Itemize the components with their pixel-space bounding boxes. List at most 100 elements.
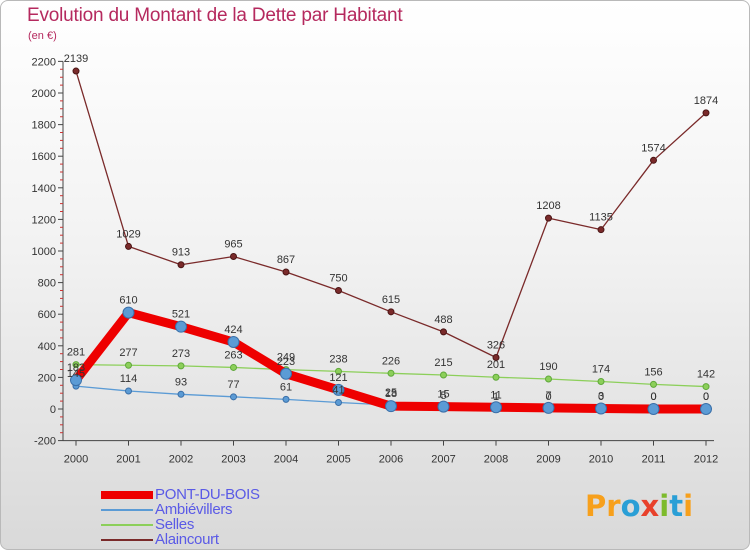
y-tick-label: 1200 [32,214,56,226]
x-tick-label: 2000 [64,454,88,466]
legend-label: Ambiévillers [155,501,233,518]
y-tick-label: 2200 [32,56,56,68]
data-label: 114 [120,373,138,385]
data-label: 0 [598,391,604,403]
data-label: 521 [172,309,190,321]
data-label: 965 [224,239,242,251]
logo-letter: i [659,489,670,523]
data-label: 3 [598,391,604,403]
data-point [72,361,80,369]
x-tick-label: 2003 [221,454,245,466]
data-point [177,362,185,370]
data-label: 201 [487,359,505,371]
data-label: 750 [329,273,347,285]
data-label: 25 [385,387,397,399]
data-point [227,336,240,349]
data-label: 238 [329,353,347,365]
x-tick-label: 2010 [589,454,613,466]
data-label: 1874 [694,95,718,107]
data-label: 121 [329,372,347,384]
data-point [230,393,237,401]
x-tick-label: 2002 [169,454,193,466]
data-point [595,402,607,415]
data-label: 77 [227,379,239,391]
data-label: 1135 [589,212,613,224]
legend-label: Alaincourt [155,531,219,548]
logo-letter: o [620,489,641,523]
data-point [437,400,450,413]
data-point [440,371,447,379]
data-label: 0 [650,391,656,403]
data-label: 18 [385,388,397,400]
data-point [125,361,132,369]
data-label: 326 [487,339,505,351]
data-point [542,401,555,414]
data-label: 1 [493,391,499,403]
logo-letter: x [640,489,660,523]
data-label: 1574 [641,142,665,154]
data-label: 11 [490,389,501,401]
x-tick-label: 2011 [642,454,666,466]
legend-swatch [101,539,153,541]
data-label: 615 [382,294,400,306]
data-label: 7 [545,390,551,402]
logo-letter: t [669,489,684,523]
data-label: 610 [119,295,137,307]
data-label: 1208 [536,200,560,212]
data-label: 5 [440,390,446,402]
data-point [650,380,657,388]
data-point [332,383,345,396]
data-label: 424 [224,324,242,336]
data-label: 15 [437,389,449,401]
data-point [545,214,552,222]
data-point [175,320,187,333]
x-tick-label: 2009 [536,454,560,466]
data-label: 190 [539,361,557,373]
data-point [177,261,185,269]
legend-label: Selles [155,516,195,533]
legend-swatch [101,491,153,499]
data-point [650,156,657,164]
data-point [440,328,447,336]
data-label: 281 [67,347,85,359]
data-label: 183 [67,362,85,374]
data-point [335,367,342,375]
data-label: 0 [703,391,709,403]
y-tick-label: 0 [50,404,56,416]
data-label: 263 [224,349,242,361]
data-label: 2139 [64,53,88,65]
data-label: 249 [277,352,295,364]
y-tick-label: 1600 [32,151,56,163]
data-label: 273 [172,348,190,360]
data-point [122,306,135,319]
data-point [647,403,660,415]
data-label: 0 [650,391,656,403]
x-tick-label: 2012 [694,454,718,466]
data-label: 142 [697,369,715,381]
data-point [230,363,237,371]
proxiti-logo: Proxiti [585,489,693,523]
data-point [125,242,132,250]
data-point [597,226,605,234]
data-label: 488 [434,314,452,326]
data-point [387,308,395,316]
data-label: 1029 [116,228,140,240]
data-point [492,353,500,361]
y-tick-label: 400 [38,341,56,353]
data-label: 93 [175,376,187,388]
data-label: 913 [172,247,190,259]
data-label: 0 [545,391,551,403]
y-tick-label: 200 [38,372,56,384]
x-tick-label: 2001 [116,454,140,466]
data-point [72,67,80,75]
data-point [280,367,292,380]
y-tick-label: 1800 [32,120,56,132]
chart-subtitle: (en €) [28,30,57,42]
data-point [385,400,397,413]
data-point [702,109,710,117]
y-tick-label: 1400 [32,183,56,195]
data-label: 215 [434,357,452,369]
data-label: 61 [280,381,292,393]
